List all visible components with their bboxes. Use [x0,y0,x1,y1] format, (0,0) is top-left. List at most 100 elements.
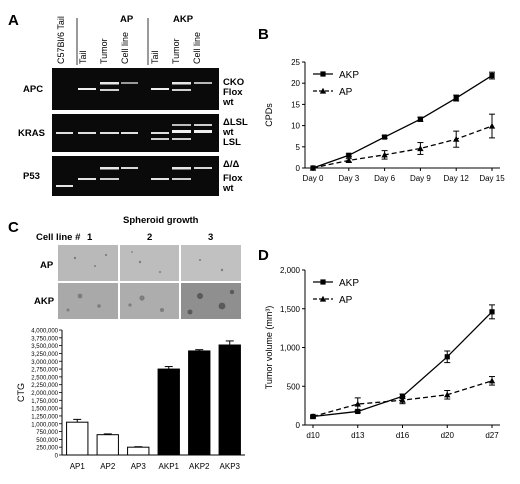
bar-akp1 [157,368,180,456]
band [194,82,212,84]
band-label: Flox [223,87,243,98]
x-tick-label: AP3 [131,462,147,471]
band [100,82,119,85]
band [172,82,191,85]
y-tick-label: 1,250,000 [31,414,58,420]
band [100,132,119,134]
x-tick-label: d16 [396,431,410,440]
band [100,178,119,180]
x-tick-label: Day 0 [303,174,324,183]
data-point [489,72,495,79]
band [78,132,96,134]
lane-label-4: Cell line [120,32,130,64]
data-point [309,164,317,171]
data-point [489,309,495,315]
series-line-akp [312,75,493,169]
gene-label-kras: KRAS [18,128,45,139]
data-point [417,116,423,122]
row-label-akp: AKP [34,296,55,307]
group-header-akp: AKP [173,14,194,25]
series-line-ap [312,125,493,169]
data-point [488,377,496,384]
lane-label-2: Tail [78,50,88,64]
data-point [453,95,459,101]
y-tick-label: 2,500,000 [31,375,58,381]
gene-label-p53: P53 [23,171,40,182]
lane-label-7: Cell line [192,32,202,64]
group-header-ap: AP [120,14,134,25]
y-tick-label: 1,000,000 [31,422,58,428]
ctg-bar-chart: 0 250,000 500,000 750,000 1,000,000 1,250,000… [16,329,245,471]
band [100,167,119,170]
row-label-ap: AP [40,260,54,271]
band [151,88,169,90]
x-tick-label: Day 12 [444,174,470,183]
bar-ap1 [66,421,89,456]
tumor-volume-line-chart: 0 500 1,000 1,500 2,000 d10 d13 d16 d20 d27 Tumor … [264,266,500,440]
band [172,178,191,180]
y-tick-label: 1,750,000 [31,399,58,405]
y-tick-label: 10 [291,122,300,131]
panel-d-letter: D [258,247,269,264]
panel-a-letter: A [8,12,19,29]
data-point [444,354,450,360]
band [151,138,169,140]
y-axis-title: CTG [16,383,26,402]
col-label-2: 2 [147,232,152,243]
col-label-3: 3 [208,232,213,243]
panel-b-letter: B [258,26,269,43]
lane-label-3: Tumor [99,38,109,64]
data-point [444,391,451,398]
data-point [488,122,496,129]
y-tick-label: 500,000 [36,438,58,444]
x-tick-label: Day 15 [479,174,505,183]
band-label: LSL [223,137,241,148]
band [121,167,138,169]
band [194,124,212,126]
spheroid-image-grid: Spheroid growth Cell line # 1 2 3 AP AKP [34,215,241,319]
data-point [355,408,361,415]
y-tick-label: 2,000,000 [31,391,58,397]
lane-label-6: Tumor [171,38,181,64]
y-tick-label: 3,000,000 [31,360,58,366]
band [78,88,96,90]
spheroid-image [120,283,179,319]
x-tick-label: AKP3 [220,462,241,471]
band [151,178,169,180]
panel-a-gel: AP AKP C57Bl/6 Tail Tail Tumor Cell line… [18,14,248,196]
y-tick-label: 250,000 [36,446,58,452]
bar-akp3 [218,344,241,456]
band [151,132,169,134]
band-label: wt [222,183,234,194]
panel-c-letter: C [8,219,19,236]
band [172,167,191,170]
band-label: ΔLSL [223,117,248,128]
band [100,89,119,91]
col-label-1: 1 [87,232,93,243]
band-label: Δ/Δ [223,159,239,170]
band-label: wt [222,97,234,108]
spheroid-image [58,283,118,319]
legend-marker [320,71,326,77]
spheroid-image [181,245,241,281]
y-tick-label: 2,750,000 [31,368,58,374]
x-tick-label: AKP1 [159,462,180,471]
x-tick-label: d20 [441,431,455,440]
x-tick-label: AKP2 [189,462,210,471]
band [194,130,212,133]
y-tick-label: 3,750,000 [31,336,58,342]
band [56,132,73,134]
gel-p53 [52,156,219,196]
cell-line-label: Cell line # [36,232,81,243]
lane-label-5: Tail [150,50,160,64]
legend-marker [319,295,327,302]
x-tick-label: d27 [485,431,499,440]
y-tick-label: 4,000,000 [31,329,58,335]
data-point [453,135,460,142]
legend-label: AP [339,87,353,98]
data-point [381,151,388,158]
x-tick-label: AP1 [70,462,86,471]
y-tick-label: 0 [55,454,59,460]
x-tick-label: Day 3 [338,174,359,183]
